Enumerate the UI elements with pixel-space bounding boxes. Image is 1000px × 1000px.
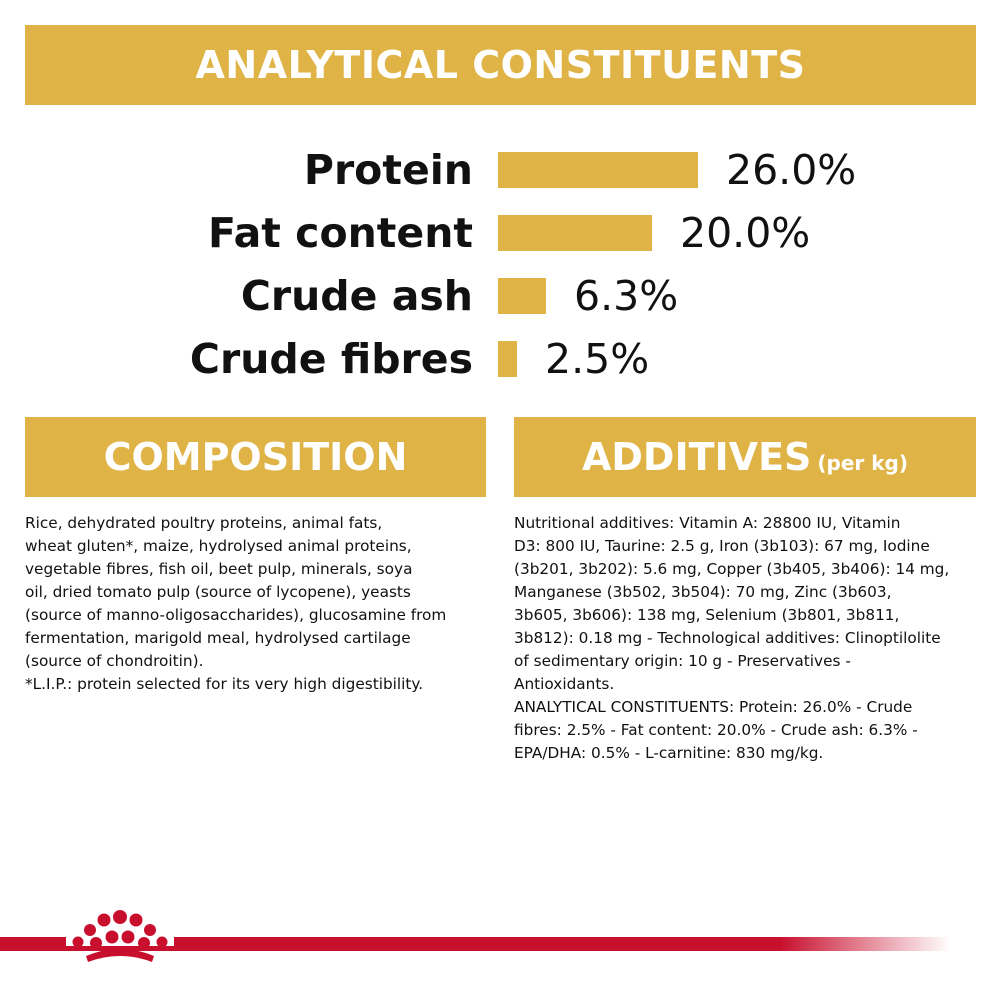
text-line: fermentation, marigold meal, hydrolysed … <box>25 629 411 647</box>
composition-title: COMPOSITION <box>103 435 408 479</box>
chart-bar <box>498 215 652 251</box>
text-line: Antioxidants. <box>514 675 615 693</box>
text-line: of sedimentary origin: 10 g - Preservati… <box>514 652 851 670</box>
text-line: Manganese (3b502, 3b504): 70 mg, Zinc (3… <box>514 583 892 601</box>
additives-title: ADDITIVES <box>581 435 812 479</box>
chart-bar <box>498 152 698 188</box>
text-line: vegetable fibres, fish oil, beet pulp, m… <box>25 560 413 578</box>
analytical-constituents-title: ANALYTICAL CONSTITUENTS <box>195 43 806 87</box>
text-line: Rice, dehydrated poultry proteins, anima… <box>25 514 383 532</box>
text-line: 3b812): 0.18 mg - Technological additive… <box>514 629 941 647</box>
chart-value-label: 26.0% <box>726 146 857 194</box>
analytical-constituents-chart: Protein 26.0% Fat content 20.0% Crude ash 6.3… <box>0 120 1000 400</box>
chart-category-label: Fat content <box>208 209 473 257</box>
chart-value-label: 6.3% <box>574 272 679 320</box>
text-line: fibres: 2.5% - Fat content: 20.0% - Crud… <box>514 721 918 739</box>
composition-text: Rice, dehydrated poultry proteins, anima… <box>25 512 495 696</box>
composition-header: COMPOSITION <box>25 417 486 497</box>
analytical-constituents-header: ANALYTICAL CONSTITUENTS <box>25 25 976 105</box>
additives-header: ADDITIVES (per kg) <box>514 417 976 497</box>
text-line: Nutritional additives: Vitamin A: 28800 … <box>514 514 901 532</box>
text-line: EPA/DHA: 0.5% - L-carnitine: 830 mg/kg. <box>514 744 824 762</box>
chart-bar <box>498 341 517 377</box>
text-line: ANALYTICAL CONSTITUENTS: Protein: 26.0% … <box>514 698 913 716</box>
text-line: (3b201, 3b202): 5.6 mg, Copper (3b405, 3… <box>514 560 950 578</box>
footer-red-line <box>0 937 1000 951</box>
text-line: *L.I.P.: protein selected for its very h… <box>25 675 424 693</box>
additives-unit: (per kg) <box>817 451 909 475</box>
text-line: (source of manno-oligosaccharides), gluc… <box>25 606 447 624</box>
chart-category-label: Crude ash <box>240 272 473 320</box>
text-line: D3: 800 IU, Taurine: 2.5 g, Iron (3b103)… <box>514 537 930 555</box>
chart-bar <box>498 278 546 314</box>
chart-value-label: 2.5% <box>545 335 650 383</box>
text-line: 3b605, 3b606): 138 mg, Selenium (3b801, … <box>514 606 900 624</box>
chart-category-label: Protein <box>303 146 473 194</box>
crown-logo-icon <box>66 910 174 962</box>
text-line: (source of chondroitin). <box>25 652 204 670</box>
text-line: oil, dried tomato pulp (source of lycope… <box>25 583 411 601</box>
text-line: wheat gluten*, maize, hydrolysed animal … <box>25 537 412 555</box>
chart-category-label: Crude fibres <box>189 335 473 383</box>
chart-value-label: 20.0% <box>680 209 811 257</box>
additives-text: Nutritional additives: Vitamin A: 28800 … <box>514 512 984 765</box>
